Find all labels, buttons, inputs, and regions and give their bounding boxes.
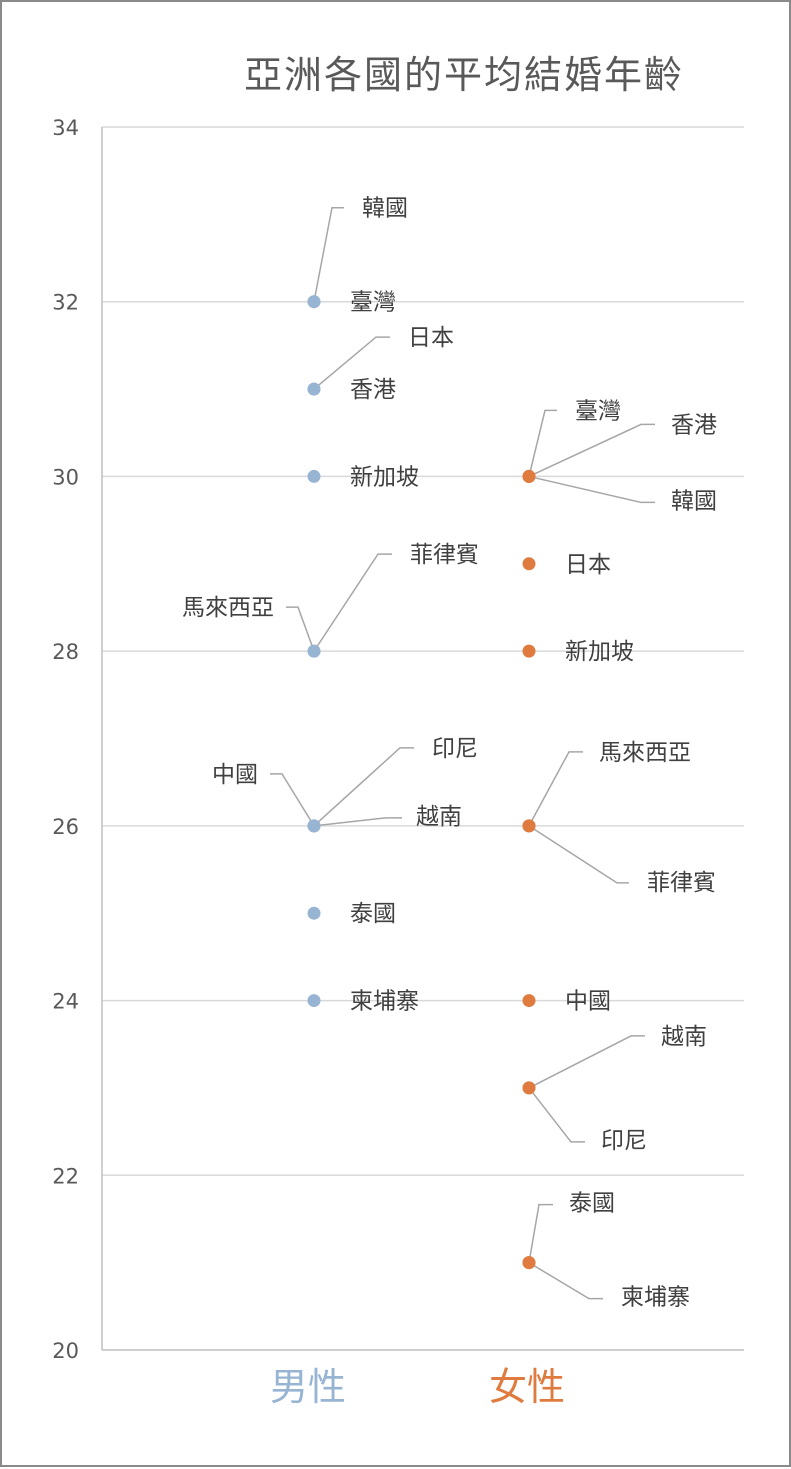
data-point-male-10	[307, 906, 321, 920]
data-point-male-9	[307, 819, 321, 833]
label-layer: 韓國臺灣日本香港新加坡菲律賓馬來西亞印尼中國越南泰國柬埔寨臺灣香港韓國日本新加坡…	[182, 196, 717, 1311]
point-label-male-1: 臺灣	[350, 290, 396, 316]
point-label-female-10: 泰國	[569, 1191, 615, 1217]
data-point-female-7	[522, 994, 536, 1008]
y-tick-label-30: 30	[52, 465, 79, 489]
grid-layer: 20 22 24 26 28 30 32 34	[52, 116, 744, 1363]
point-label-male-4: 新加坡	[350, 464, 419, 490]
y-tick-label-20: 20	[52, 1339, 79, 1363]
point-label-male-2: 日本	[408, 325, 454, 351]
data-point-male-3	[307, 382, 321, 396]
point-label-male-10: 泰國	[350, 901, 396, 927]
point-label-male-3: 香港	[350, 377, 396, 403]
point-layer	[307, 295, 536, 1270]
point-label-female-6: 菲律賓	[647, 870, 716, 896]
data-point-female-2	[522, 469, 536, 483]
y-tick-label-28: 28	[52, 640, 79, 664]
point-label-female-3: 日本	[565, 552, 611, 578]
leader-line-female-0	[528, 409, 557, 477]
leader-line-female-9	[528, 1087, 585, 1143]
leader-layer	[270, 206, 655, 1300]
leader-line-female-8	[528, 1035, 645, 1089]
point-label-female-4: 新加坡	[565, 639, 634, 665]
point-label-male-0: 韓國	[362, 196, 408, 222]
point-label-female-1: 香港	[671, 412, 717, 438]
point-label-female-8: 越南	[661, 1024, 707, 1050]
point-label-female-0: 臺灣	[575, 398, 621, 424]
data-point-female-3	[522, 557, 536, 571]
data-point-male-11	[307, 994, 321, 1008]
y-tick-label-32: 32	[52, 291, 79, 315]
leader-line-male-7	[313, 747, 414, 827]
leader-line-male-2	[313, 336, 390, 390]
point-label-male-8: 中國	[212, 762, 258, 788]
leader-line-male-9	[313, 817, 402, 827]
point-label-female-5: 馬來西亞	[599, 740, 691, 766]
data-point-male-6	[307, 644, 321, 658]
point-label-male-6: 馬來西亞	[182, 595, 274, 621]
category-layer: 男性 女性	[270, 1365, 565, 1409]
leader-line-female-1	[528, 423, 655, 478]
point-label-female-11: 柬埔寨	[621, 1285, 690, 1311]
point-label-male-9: 越南	[416, 804, 462, 830]
leader-line-female-10	[528, 1203, 553, 1263]
point-label-female-7: 中國	[565, 989, 611, 1015]
leader-line-male-8	[270, 773, 315, 827]
leader-line-male-0	[313, 206, 344, 302]
leader-line-female-6	[528, 825, 629, 884]
x-category-label-0: 男性	[270, 1365, 346, 1409]
y-tick-label-34: 34	[52, 116, 79, 140]
data-point-male-4	[307, 469, 321, 483]
point-label-female-2: 韓國	[671, 488, 717, 514]
leader-line-female-11	[528, 1261, 603, 1300]
y-tick-label-26: 26	[52, 815, 79, 839]
point-label-female-9: 印尼	[601, 1128, 647, 1154]
leader-line-male-5	[313, 553, 392, 652]
point-label-male-11: 柬埔寨	[350, 989, 419, 1015]
data-point-male-1	[307, 295, 321, 309]
point-label-male-5: 菲律賓	[410, 542, 479, 568]
data-point-female-11	[522, 1256, 536, 1270]
y-tick-label-24: 24	[52, 990, 79, 1014]
data-point-female-9	[522, 1081, 536, 1095]
leader-line-female-2	[528, 475, 655, 504]
leader-line-female-5	[528, 751, 583, 827]
chart-title: 亞洲各國的平均結婚年齡	[244, 53, 684, 97]
data-point-female-4	[522, 644, 536, 658]
x-category-label-1: 女性	[489, 1365, 565, 1409]
y-tick-label-22: 22	[52, 1164, 79, 1188]
point-label-male-7: 印尼	[432, 736, 478, 762]
data-point-female-6	[522, 819, 536, 833]
leader-line-male-6	[286, 606, 315, 652]
